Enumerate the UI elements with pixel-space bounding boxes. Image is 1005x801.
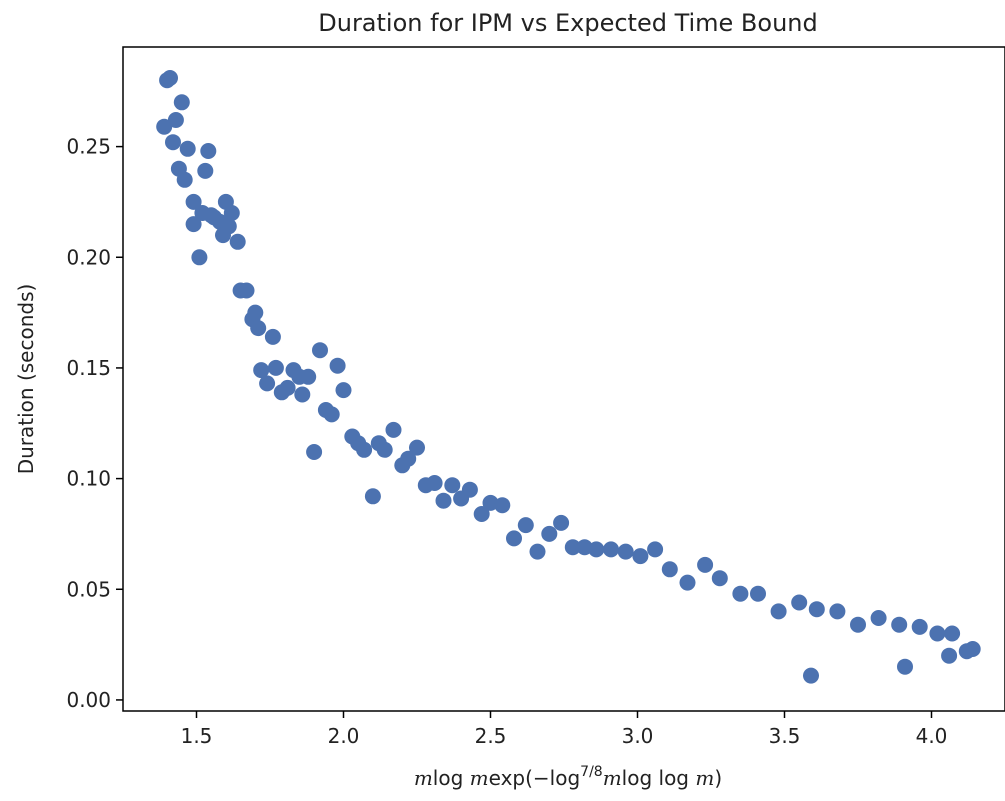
data-point xyxy=(197,162,214,179)
y-tick-label: 0.25 xyxy=(66,135,111,159)
x-tick-label: 2.5 xyxy=(475,724,507,748)
data-point xyxy=(167,112,184,128)
data-point xyxy=(891,616,908,633)
data-point xyxy=(306,444,323,460)
data-point xyxy=(911,618,928,635)
data-point xyxy=(603,541,619,558)
data-point xyxy=(929,625,946,642)
data-point xyxy=(697,556,714,573)
data-point xyxy=(435,492,452,509)
data-point xyxy=(494,497,511,514)
data-point xyxy=(897,658,913,675)
data-point xyxy=(279,379,296,396)
data-point xyxy=(238,282,255,299)
x-tick-label: 2.0 xyxy=(328,724,360,748)
data-point xyxy=(711,570,728,587)
data-point xyxy=(770,603,787,620)
data-point xyxy=(632,548,649,565)
data-point xyxy=(529,543,546,560)
data-point xyxy=(732,585,749,602)
data-point xyxy=(944,625,961,642)
data-point xyxy=(553,514,570,531)
y-tick-label: 0.05 xyxy=(66,577,111,601)
data-point xyxy=(259,375,276,392)
y-tick-label: 0.00 xyxy=(66,688,111,712)
data-point xyxy=(385,421,402,438)
data-point xyxy=(461,481,478,498)
x-tick-label: 1.5 xyxy=(181,724,213,748)
data-point xyxy=(564,539,581,556)
data-point xyxy=(850,616,866,633)
data-point xyxy=(253,362,270,379)
axes-frame xyxy=(122,46,1005,712)
data-point xyxy=(400,450,417,467)
data-point xyxy=(364,488,381,505)
chart-title: Duration for IPM vs Expected Time Bound xyxy=(318,9,818,37)
data-point xyxy=(473,506,490,522)
y-axis-ticks: 0.00 0.05 0.10 0.15 0.20 0.25 xyxy=(66,135,123,712)
y-tick-label: 0.15 xyxy=(66,356,111,380)
data-point xyxy=(803,667,819,684)
data-point xyxy=(267,359,284,376)
data-point xyxy=(588,541,605,558)
data-point xyxy=(323,406,340,423)
data-point xyxy=(223,205,240,221)
data-point xyxy=(647,541,664,558)
data-point xyxy=(185,216,202,233)
y-tick-label: 0.10 xyxy=(66,467,111,491)
data-point xyxy=(200,143,217,159)
data-point xyxy=(329,357,346,374)
data-point xyxy=(185,193,202,210)
data-point xyxy=(300,368,317,385)
x-tick-label: 3.0 xyxy=(622,724,654,748)
x-tick-label: 4.0 xyxy=(916,724,948,748)
data-point xyxy=(829,603,846,620)
data-point xyxy=(964,641,981,657)
data-point xyxy=(250,320,267,337)
data-point xyxy=(808,601,825,618)
data-point xyxy=(376,441,393,458)
x-axis-ticks: 1.5 2.0 2.5 3.0 3.5 4.0 xyxy=(181,711,948,748)
data-point xyxy=(791,594,808,611)
data-point xyxy=(870,610,887,626)
data-point xyxy=(173,94,190,111)
data-point xyxy=(517,517,534,534)
data-point xyxy=(179,140,196,157)
data-point xyxy=(679,574,696,591)
data-point xyxy=(229,233,246,250)
data-point xyxy=(941,647,958,664)
data-point xyxy=(409,439,425,456)
x-axis-label: mlog mexp(−log7/8mlog log m) xyxy=(414,764,722,790)
data-point xyxy=(247,304,264,321)
data-point xyxy=(444,477,461,494)
data-point xyxy=(156,118,173,135)
data-point xyxy=(162,70,178,86)
data-point xyxy=(356,441,373,458)
data-point xyxy=(312,342,328,359)
x-tick-label: 3.5 xyxy=(769,724,801,748)
y-tick-label: 0.20 xyxy=(66,245,111,269)
data-point xyxy=(294,386,311,403)
data-point xyxy=(426,475,443,491)
data-point xyxy=(541,525,558,542)
data-points xyxy=(156,70,981,684)
data-point xyxy=(264,328,281,345)
y-axis-label: Duration (seconds) xyxy=(14,284,38,475)
data-point xyxy=(335,382,352,399)
data-point xyxy=(220,218,237,235)
data-point xyxy=(191,249,208,266)
data-point xyxy=(750,585,766,602)
data-point xyxy=(176,171,193,188)
data-point xyxy=(661,561,678,578)
data-point xyxy=(617,543,634,560)
data-point xyxy=(165,134,181,151)
data-point xyxy=(506,530,522,547)
